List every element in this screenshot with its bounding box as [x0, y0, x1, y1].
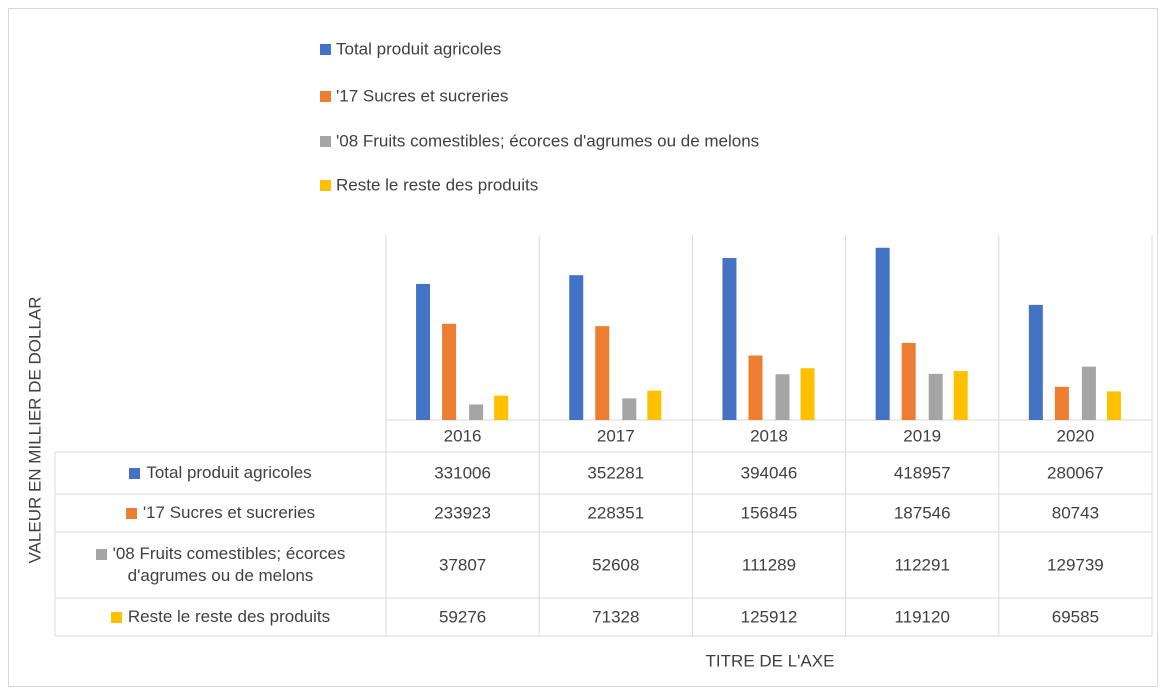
row-label-cell: Reste le reste des produits: [55, 598, 386, 636]
table-row-header: Total produit agricoles: [55, 452, 386, 494]
table-value: 37807: [439, 555, 486, 574]
bar: [442, 323, 457, 420]
table-value: 352281: [587, 463, 644, 482]
row-label: Reste le reste des produits: [127, 607, 331, 626]
row-label-cell: '17 Sucres et sucreries: [55, 494, 386, 532]
bar: [1028, 304, 1043, 420]
table-row-header: '08 Fruits comestibles; écorces d'agrume…: [55, 532, 386, 598]
bar: [494, 395, 509, 420]
table-value: 394046: [741, 463, 798, 482]
x-axis-title: TITRE DE L'AXE: [706, 651, 835, 670]
table-value: 418957: [894, 463, 951, 482]
legend-label: Total produit agricoles: [336, 39, 501, 58]
bar: [1054, 386, 1069, 420]
x-tick-label: 2018: [750, 426, 788, 445]
bar: [622, 398, 637, 420]
row-key: [110, 612, 122, 624]
row-label: Total produit agricoles: [146, 463, 312, 482]
legend-key: [320, 91, 331, 102]
bar: [1081, 366, 1096, 420]
row-label-cell: '08 Fruits comestibles; écorces d'agrume…: [55, 532, 386, 598]
row-key: [125, 508, 137, 520]
table-value: 156845: [741, 503, 798, 522]
table-value: 129739: [1047, 555, 1104, 574]
row-label-wrap: Reste le reste des produits: [110, 606, 331, 628]
table-value: 59276: [439, 607, 486, 626]
legend-key: [320, 44, 331, 55]
row-label-cell: Total produit agricoles: [55, 452, 386, 494]
table-value: 228351: [587, 503, 644, 522]
row-label: '08 Fruits comestibles; écorces d'agrume…: [112, 544, 346, 585]
row-label-wrap: '08 Fruits comestibles; écorces d'agrume…: [59, 543, 382, 587]
x-tick-label: 2019: [903, 426, 941, 445]
bar: [775, 374, 790, 420]
x-tick-label: 2020: [1056, 426, 1094, 445]
bar: [416, 283, 431, 420]
table-value: 233923: [434, 503, 491, 522]
legend-label: '17 Sucres et sucreries: [336, 86, 508, 105]
table-value: 119120: [894, 607, 949, 626]
table-value: 111289: [742, 555, 796, 574]
table-value: 112291: [894, 555, 949, 574]
row-key: [129, 468, 141, 480]
table-value: 331006: [434, 463, 491, 482]
table-value: 125912: [741, 607, 798, 626]
table-row-header: Reste le reste des produits: [55, 598, 386, 636]
bar: [901, 342, 916, 420]
bar: [875, 247, 890, 420]
legend-label: Reste le reste des produits: [336, 175, 538, 194]
row-label: '17 Sucres et sucreries: [142, 503, 316, 522]
row-label-wrap: '17 Sucres et sucreries: [125, 502, 316, 524]
bar: [1106, 391, 1121, 420]
bar: [748, 355, 763, 420]
table-value: 69585: [1052, 607, 1099, 626]
row-label-wrap: Total produit agricoles: [129, 462, 312, 484]
table-value: 52608: [592, 555, 639, 574]
row-key: [95, 549, 107, 561]
bar: [647, 390, 662, 420]
table-value: 80743: [1052, 503, 1099, 522]
bar: [722, 258, 737, 420]
bar: [800, 368, 815, 420]
bar: [928, 373, 943, 420]
legend-key: [320, 180, 331, 191]
table-value: 187546: [894, 503, 951, 522]
y-axis-title: VALEUR EN MILLIER DE DOLLAR: [25, 296, 44, 563]
legend-label: '08 Fruits comestibles; écorces d'agrume…: [336, 131, 759, 150]
x-tick-label: 2017: [597, 426, 635, 445]
legend-key: [320, 136, 331, 147]
table-value: 71328: [592, 607, 639, 626]
x-tick-label: 2016: [444, 426, 482, 445]
bar: [953, 371, 968, 420]
bar: [569, 275, 584, 420]
bar: [469, 404, 484, 420]
table-value: 280067: [1047, 463, 1104, 482]
bar: [595, 326, 610, 420]
table-row-header: '17 Sucres et sucreries: [55, 494, 386, 532]
